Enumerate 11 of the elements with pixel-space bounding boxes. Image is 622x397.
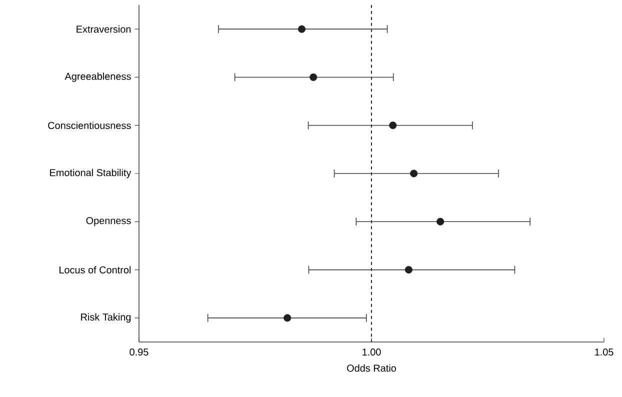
x-axis-title: Odds Ratio — [347, 364, 396, 372]
y-tick-label: Openness — [86, 217, 131, 226]
y-tick-label: Extraversion — [76, 25, 131, 33]
x-tick-label: 0.95 — [130, 348, 148, 356]
y-tick-label: Locus of Control — [59, 266, 131, 274]
x-tick-label: 1.00 — [362, 348, 381, 356]
y-tick-label: Risk Taking — [81, 313, 131, 323]
y-tick-label: Agreeableness — [64, 72, 131, 82]
y-tick-label: Emotional Stability — [50, 168, 132, 178]
y-tick-label: Conscientiousness — [48, 122, 131, 130]
x-tick-label: 1.05 — [595, 348, 614, 356]
